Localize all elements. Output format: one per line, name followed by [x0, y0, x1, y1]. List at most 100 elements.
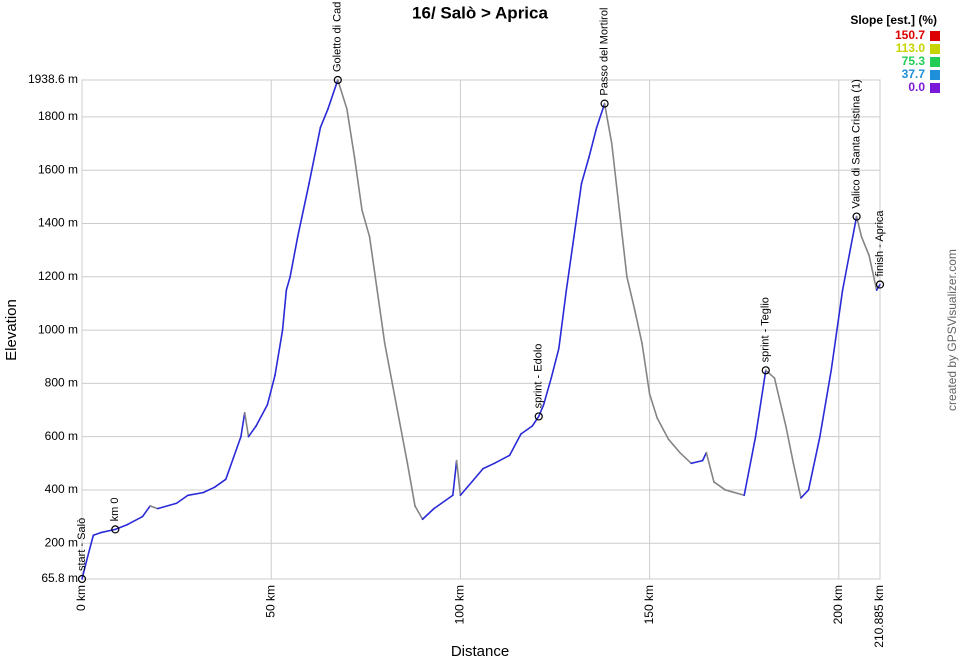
profile-segment [247, 425, 257, 438]
profile-segment [353, 156, 363, 211]
profile-segment [255, 403, 269, 427]
legend-label: 37.7 [902, 67, 926, 81]
profile-segment [346, 108, 356, 158]
profile-segment [156, 502, 178, 510]
profile-segment [240, 411, 246, 438]
y-tick-label: 1200 m [38, 269, 78, 283]
waypoint-marker [77, 574, 87, 584]
profile-segment [573, 182, 583, 238]
profile-segment [391, 382, 401, 425]
profile-segment [690, 459, 704, 465]
waypoint-marker [875, 280, 885, 289]
y-tick-label: 400 m [45, 482, 78, 496]
profile-segment [414, 505, 424, 521]
y-tick-label: 1000 m [38, 322, 78, 336]
profile-segment [327, 79, 339, 110]
waypoint-marker [852, 212, 861, 221]
profile-segment [679, 451, 693, 465]
profile-segment [126, 515, 144, 526]
chart-title: 16/ Salò > Aprica [412, 3, 548, 22]
profile-segment [764, 369, 776, 379]
profile-segment [537, 403, 545, 418]
profile-segment [743, 435, 757, 497]
y-tick-label: 1800 m [38, 109, 78, 123]
legend-label: 113.0 [896, 41, 926, 55]
profile-segment [841, 249, 851, 291]
profile-segment [452, 459, 458, 497]
profile-segment [289, 236, 299, 278]
x-tick-label: 50 km [263, 585, 277, 618]
profile-segment [308, 126, 322, 185]
legend-swatch [930, 70, 940, 80]
profile-segment [187, 491, 204, 497]
profile-segment [444, 494, 454, 502]
profile-segment [550, 347, 560, 379]
profile-segment [819, 369, 833, 438]
profile-segment [266, 374, 276, 406]
profile-segment [557, 289, 568, 350]
profile-segment [383, 342, 394, 385]
profile-segment [633, 307, 643, 345]
profile-segment [368, 236, 378, 291]
y-tick-label: 65.8 m [41, 571, 78, 585]
x-tick-label: 0 km [74, 585, 88, 611]
profile-segment [114, 523, 129, 531]
y-tick-label: 200 m [45, 535, 78, 549]
profile-segment [724, 489, 746, 497]
profile-segment [508, 433, 522, 457]
waypoint-label: km 0 [109, 498, 121, 522]
profile-segment [175, 494, 189, 505]
y-axis-title: Elevation [3, 299, 20, 361]
waypoint-label: Goletto di Cad [332, 2, 344, 72]
y-tick-label: 600 m [45, 429, 78, 443]
profile-segment [459, 481, 473, 497]
legend-swatch [930, 57, 940, 67]
profile-segment [603, 102, 613, 145]
profile-segment [656, 417, 670, 441]
profile-segment [86, 534, 95, 558]
x-tick-label: 200 km [831, 585, 845, 624]
profile-segment [773, 377, 787, 427]
x-tick-label: 210.885 km [872, 585, 886, 648]
profile-segment [482, 462, 496, 470]
profile-segment [232, 435, 242, 459]
profile-segment [849, 215, 858, 251]
profile-segment [92, 531, 102, 537]
profile-segment [701, 451, 708, 462]
profile-segment [274, 329, 284, 377]
profile-segment [626, 275, 636, 310]
waypoint-label: Passo del Mortirol [598, 8, 610, 96]
profile-segment [399, 422, 409, 465]
profile-segment [433, 499, 447, 510]
profile-segment [667, 438, 681, 454]
waypoint-marker [600, 99, 609, 108]
profile-segment [493, 454, 511, 465]
profile-segment [595, 102, 606, 129]
profile-segment [470, 467, 484, 483]
waypoint-label: finish - Aprica [874, 210, 886, 277]
profile-segment [868, 254, 878, 291]
legend-swatch [930, 31, 940, 41]
profile-segment [800, 489, 810, 499]
waypoint-label: sprint - Edolo [533, 344, 545, 409]
profile-segment [224, 457, 235, 481]
waypoint-marker [761, 366, 770, 375]
profile-segment [860, 236, 870, 257]
profile-segment [361, 209, 371, 238]
legend-label: 75.3 [902, 54, 926, 68]
profile-segment [337, 79, 348, 110]
credit: created by GPSVisualizer.com [945, 249, 959, 411]
profile-segment [376, 289, 386, 345]
waypoint-marker [534, 412, 543, 421]
waypoint-label: sprint - Teglio [760, 297, 772, 362]
profile-segment [141, 505, 151, 518]
waypoint-marker [333, 75, 342, 85]
legend-label: 150.7 [895, 28, 925, 42]
profile-segment [319, 108, 329, 129]
profile-segment [565, 236, 575, 291]
profile-segment [100, 528, 117, 534]
profile-segment [406, 462, 416, 507]
profile-segment [281, 289, 288, 331]
profile-segment [580, 156, 590, 185]
